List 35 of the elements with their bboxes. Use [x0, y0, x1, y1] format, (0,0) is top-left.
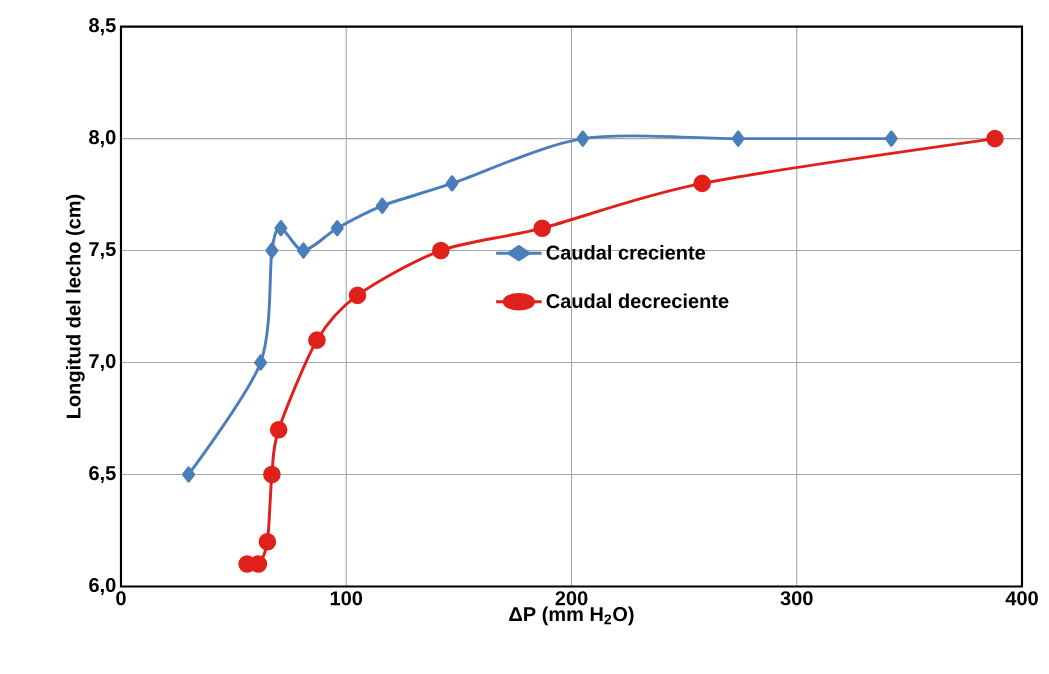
point: [254, 354, 268, 371]
point: [330, 219, 344, 237]
point: [986, 129, 1004, 148]
point: [182, 466, 196, 483]
point: [693, 174, 711, 192]
point: [274, 219, 288, 237]
point: [576, 130, 590, 147]
y-tick-label: 6,0: [89, 577, 116, 595]
point: [348, 286, 367, 304]
x-tick-label: 100: [330, 590, 363, 606]
point: [884, 130, 898, 147]
y-tick-label: 7,0: [89, 353, 116, 371]
y-tick-label: 6,5: [89, 465, 116, 483]
x-axis-title: ΔP (mm H$_{2}$O): [509, 606, 634, 625]
point: [296, 242, 310, 259]
y-axis-title: Longitud del lecho (cm): [65, 194, 85, 418]
point: [533, 219, 551, 237]
y-tick-label: 8,5: [89, 17, 116, 35]
point: [445, 175, 459, 192]
x-tick-label: 300: [780, 590, 813, 606]
x-tick-label: 200: [555, 590, 588, 606]
point: [308, 331, 326, 349]
point: [258, 532, 277, 551]
point: [263, 465, 281, 484]
point: [731, 130, 745, 147]
legend-label: Caudal creciente: [546, 244, 706, 260]
point: [432, 241, 450, 260]
point: [269, 420, 288, 439]
y-tick-label: 8,0: [89, 129, 116, 147]
point: [375, 197, 389, 214]
x-tick-label: 400: [1005, 590, 1038, 606]
x-tick-label: 0: [116, 590, 126, 606]
legend-label: Caudal decreciente: [546, 293, 729, 308]
point: [265, 242, 279, 259]
y-tick-label: 7,5: [89, 241, 116, 259]
